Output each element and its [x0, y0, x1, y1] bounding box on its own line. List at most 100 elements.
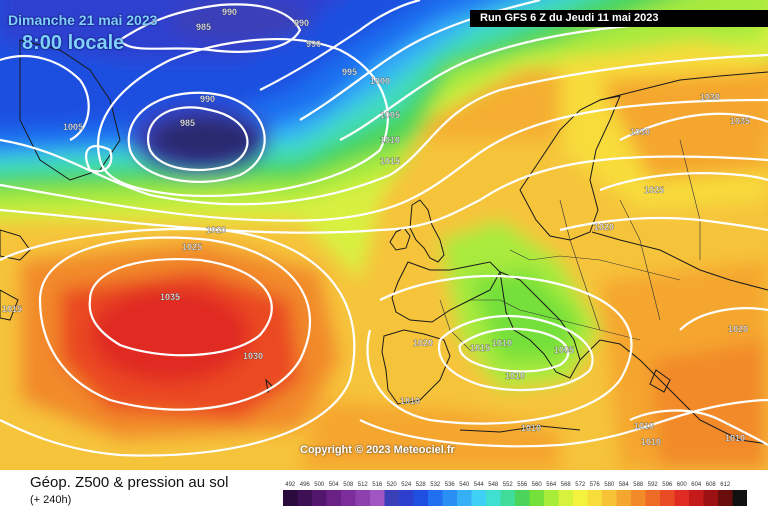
- scale-swatch: [602, 490, 617, 506]
- forecast-time: 8:00 locale: [22, 32, 125, 54]
- isobar-label: 1010: [380, 135, 400, 145]
- isobar-label: 1010: [634, 421, 654, 431]
- isobar-label: 1015: [470, 343, 490, 353]
- copyright-text: Copyright © 2023 Meteociel.fr: [300, 444, 455, 456]
- isobar-label: 1010: [505, 371, 525, 381]
- scale-swatch: [529, 490, 544, 506]
- legend-title: Géop. Z500 & pression au sol: [30, 474, 229, 491]
- geopotential-field: [0, 0, 768, 470]
- isobar-label: 1015: [380, 156, 400, 166]
- geopotential-map: 9859909909909951000100510101015100599098…: [0, 0, 768, 470]
- scale-tick-label: 528: [416, 482, 427, 488]
- scale-swatch: [732, 490, 747, 506]
- scale-tick-label: 564: [546, 482, 557, 488]
- scale-swatch: [341, 490, 356, 506]
- scale-swatch: [370, 490, 385, 506]
- isobar-label: 985: [180, 118, 195, 128]
- color-scale: 492 496 500 504 508 512 516 520 524 528 532 536 540 5…: [283, 482, 747, 506]
- isobar-label: 990: [306, 39, 321, 49]
- scale-swatch: [660, 490, 675, 506]
- isobar-label: 995: [342, 67, 357, 77]
- isobar-label: 1010: [400, 396, 420, 406]
- scale-tick-label: 580: [604, 482, 615, 488]
- scale-swatch: [399, 490, 414, 506]
- scale-swatch: [326, 490, 341, 506]
- run-info-box: Run GFS 6 Z du Jeudi 11 mai 2023: [470, 10, 768, 27]
- scale-swatch: [413, 490, 428, 506]
- isobar-label: 1020: [206, 225, 226, 235]
- isobar-label: 1030: [630, 127, 650, 137]
- scale-tick-label: 576: [590, 482, 601, 488]
- isobar-label: 1020: [728, 324, 748, 334]
- scale-tick-label: 544: [474, 482, 485, 488]
- scale-tick-label: 536: [445, 482, 456, 488]
- isobar-label: 990: [294, 18, 309, 28]
- scale-swatch: [515, 490, 530, 506]
- scale-tick-label: 504: [329, 482, 340, 488]
- scale-tick-label: 600: [677, 482, 688, 488]
- scale-tick-label: 572: [575, 482, 586, 488]
- scale-swatch: [645, 490, 660, 506]
- isobar-label: 1020: [594, 222, 614, 232]
- scale-tick-label: 516: [372, 482, 383, 488]
- scale-swatch: [457, 490, 472, 506]
- scale-swatch: [689, 490, 704, 506]
- scale-tick-label: 512: [358, 482, 369, 488]
- isobars: [0, 0, 768, 457]
- scale-tick-label: 604: [691, 482, 702, 488]
- scale-tick-label: 500: [314, 482, 325, 488]
- scale-swatch: [442, 490, 457, 506]
- isobar-label: 1015: [2, 304, 22, 314]
- scale-tick-label: 524: [401, 482, 412, 488]
- scale-swatch: [616, 490, 631, 506]
- scale-tick-label: 584: [619, 482, 630, 488]
- scale-tick-label: 588: [633, 482, 644, 488]
- scale-swatch: [297, 490, 312, 506]
- scale-swatch: [718, 490, 733, 506]
- scale-swatch: [703, 490, 718, 506]
- scale-swatch: [631, 490, 646, 506]
- isobar-label: 1010: [641, 437, 661, 447]
- isobar-label: 1035: [730, 116, 750, 126]
- forecast-date: Dimanche 21 mai 2023: [8, 12, 158, 28]
- isobar-label: 985: [196, 22, 211, 32]
- scale-tick-label: 560: [532, 482, 543, 488]
- scale-tick-label: 596: [662, 482, 673, 488]
- isobar-label: 1035: [160, 292, 180, 302]
- scale-swatch: [573, 490, 588, 506]
- scale-tick-label: 520: [387, 482, 398, 488]
- scale-swatch: [587, 490, 602, 506]
- isobar-label: 1010: [725, 433, 745, 443]
- scale-swatch: [486, 490, 501, 506]
- scale-swatch: [471, 490, 486, 506]
- scale-tick-label: 552: [503, 482, 514, 488]
- scale-tick-label: 592: [648, 482, 659, 488]
- isobar-label: 1030: [243, 351, 263, 361]
- scale-tick-label: 568: [561, 482, 572, 488]
- isobar-label: 1030: [700, 92, 720, 102]
- scale-tick-label: 612: [720, 482, 731, 488]
- scale-swatch: [355, 490, 370, 506]
- scale-swatch: [283, 490, 298, 506]
- isobar-label: 1025: [182, 242, 202, 252]
- scale-tick-label: 548: [488, 482, 499, 488]
- scale-swatch: [558, 490, 573, 506]
- scale-swatch: [384, 490, 399, 506]
- scale-tick-label: 508: [343, 482, 354, 488]
- scale-tick-label: 608: [706, 482, 717, 488]
- scale-tick-label: 556: [517, 482, 528, 488]
- scale-tick-label: 532: [430, 482, 441, 488]
- isobar-label: 1005: [63, 122, 83, 132]
- scale-swatch: [428, 490, 443, 506]
- isobar-label: 1005: [554, 345, 574, 355]
- scale-swatch: [500, 490, 515, 506]
- isobar-label: 990: [222, 7, 237, 17]
- coastlines: [0, 39, 768, 445]
- isobar-label: 1020: [413, 338, 433, 348]
- isobar-labels: 9859909909909951000100510101015100599098…: [2, 7, 750, 447]
- legend-footer: Géop. Z500 & pression au sol (+ 240h) 49…: [0, 470, 768, 512]
- isobar-label: 1010: [521, 423, 541, 433]
- isobar-label: 990: [200, 94, 215, 104]
- scale-tick-label: 496: [300, 482, 311, 488]
